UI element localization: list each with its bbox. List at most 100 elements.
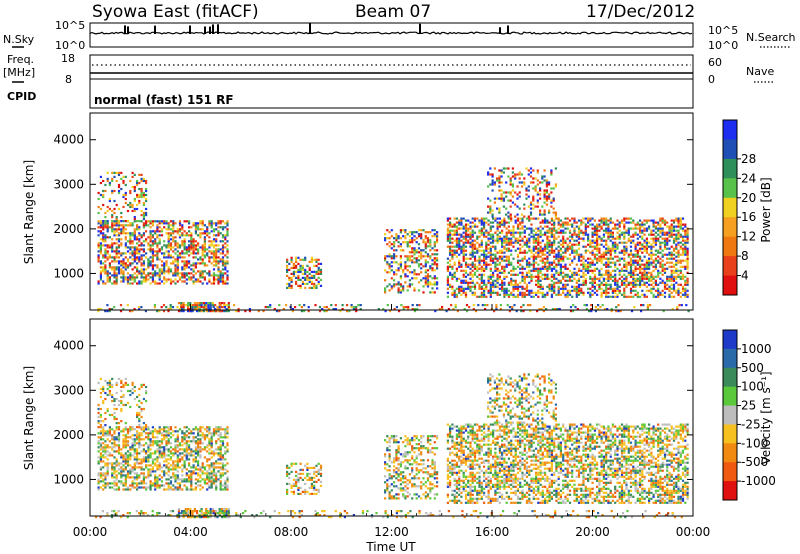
scatter-cell bbox=[545, 179, 548, 182]
scatter-cell bbox=[122, 179, 125, 183]
scatter-cell bbox=[556, 308, 559, 311]
scatter-cell bbox=[467, 239, 470, 242]
scatter-cell bbox=[508, 310, 511, 313]
scatter-cell bbox=[519, 243, 522, 246]
scatter-cell bbox=[523, 207, 526, 210]
scatter-cell bbox=[384, 279, 387, 282]
scatter-cell bbox=[169, 246, 173, 249]
scatter-cell bbox=[178, 252, 182, 255]
scatter-cell bbox=[552, 207, 555, 210]
scatter-cell bbox=[136, 236, 139, 239]
scatter-cell bbox=[681, 275, 685, 278]
scatter-cell bbox=[582, 279, 585, 282]
scatter-cell bbox=[451, 253, 454, 256]
scatter-cell bbox=[122, 230, 125, 233]
scatter-cell bbox=[480, 219, 483, 222]
scatter-cell bbox=[290, 284, 293, 287]
scatter-cell bbox=[115, 216, 118, 219]
scatter-cell bbox=[124, 236, 127, 239]
scatter-cell bbox=[487, 251, 490, 254]
scatter-cell bbox=[404, 241, 407, 244]
scatter-cell bbox=[661, 219, 664, 222]
scatter-cell bbox=[458, 247, 461, 250]
scatter-cell bbox=[627, 263, 630, 266]
scatter-cell bbox=[492, 239, 495, 242]
scatter-cell bbox=[525, 263, 529, 266]
scatter-cell bbox=[108, 454, 111, 457]
scatter-cell bbox=[117, 232, 121, 235]
scatter-cell bbox=[138, 193, 141, 197]
scatter-cell bbox=[677, 233, 680, 236]
scatter-cell bbox=[623, 241, 626, 244]
scatter-cell bbox=[541, 253, 544, 256]
scatter-cell bbox=[577, 235, 581, 238]
scatter-cell bbox=[108, 432, 111, 435]
scatter-cell bbox=[167, 238, 170, 241]
scatter-cell bbox=[140, 450, 143, 453]
scatter-cell bbox=[648, 263, 651, 266]
scatter-cell bbox=[397, 245, 400, 248]
scatter-cell bbox=[393, 237, 396, 240]
scatter-cell bbox=[550, 199, 553, 202]
scatter-cell bbox=[138, 444, 141, 447]
beam-title: Beam 07 bbox=[355, 2, 431, 22]
scatter-cell bbox=[629, 291, 633, 294]
scatter-cell bbox=[384, 237, 387, 240]
scatter-cell bbox=[498, 271, 501, 274]
scatter-cell bbox=[160, 270, 164, 273]
scatter-cell bbox=[489, 275, 492, 278]
scatter-cell bbox=[679, 245, 682, 248]
scatter-cell bbox=[505, 289, 508, 292]
scatter-cell bbox=[117, 240, 121, 243]
scatter-cell bbox=[661, 241, 664, 244]
scatter-cell bbox=[399, 265, 402, 268]
scatter-cell bbox=[543, 197, 546, 200]
scatter-cell bbox=[501, 229, 504, 232]
scatter-cell bbox=[670, 219, 673, 222]
scatter-cell bbox=[501, 231, 504, 234]
scatter-cell bbox=[643, 223, 646, 226]
scatter-cell bbox=[500, 193, 503, 196]
scatter-cell bbox=[548, 263, 551, 266]
scatter-cell bbox=[480, 293, 483, 296]
scatter-cell bbox=[145, 220, 148, 223]
scatter-cell bbox=[446, 237, 449, 240]
scatter-cell bbox=[591, 281, 594, 284]
scatter-cell bbox=[535, 231, 538, 234]
scatter-cell bbox=[480, 295, 483, 298]
scatter-cell bbox=[97, 250, 100, 253]
scatter-cell bbox=[120, 262, 123, 265]
scatter-cell bbox=[104, 236, 107, 239]
scatter-cell bbox=[424, 263, 427, 266]
scatter-cell bbox=[208, 278, 211, 281]
scatter-cell bbox=[310, 280, 313, 283]
scatter-cell bbox=[684, 253, 687, 256]
scatter-cell bbox=[446, 287, 449, 290]
scatter-cell bbox=[553, 273, 556, 276]
scatter-cell bbox=[218, 302, 221, 305]
scatter-cell bbox=[188, 260, 191, 263]
scatter-cell bbox=[514, 215, 517, 218]
scatter-cell bbox=[156, 282, 159, 285]
scatter-cell bbox=[184, 304, 187, 307]
scatter-cell bbox=[99, 466, 102, 469]
scatter-cell bbox=[600, 261, 603, 264]
scatter-cell bbox=[133, 434, 136, 437]
scatter-cell bbox=[188, 278, 191, 281]
scatter-cell bbox=[596, 257, 599, 260]
scatter-cell bbox=[149, 276, 152, 279]
scatter-cell bbox=[431, 253, 434, 256]
scatter-cell bbox=[546, 277, 549, 280]
scatter-cell bbox=[104, 476, 107, 479]
scatter-cell bbox=[663, 267, 667, 270]
scatter-cell bbox=[194, 230, 197, 233]
scatter-cell bbox=[142, 214, 145, 217]
scatter-cell bbox=[521, 279, 524, 282]
scatter-cell bbox=[206, 252, 209, 255]
colorbar-tick-label: 28 bbox=[741, 152, 756, 166]
scatter-cell bbox=[625, 275, 628, 278]
scatter-cell bbox=[199, 258, 202, 261]
scatter-cell bbox=[650, 283, 653, 286]
scatter-cell bbox=[429, 255, 432, 258]
scatter-cell bbox=[684, 233, 687, 236]
